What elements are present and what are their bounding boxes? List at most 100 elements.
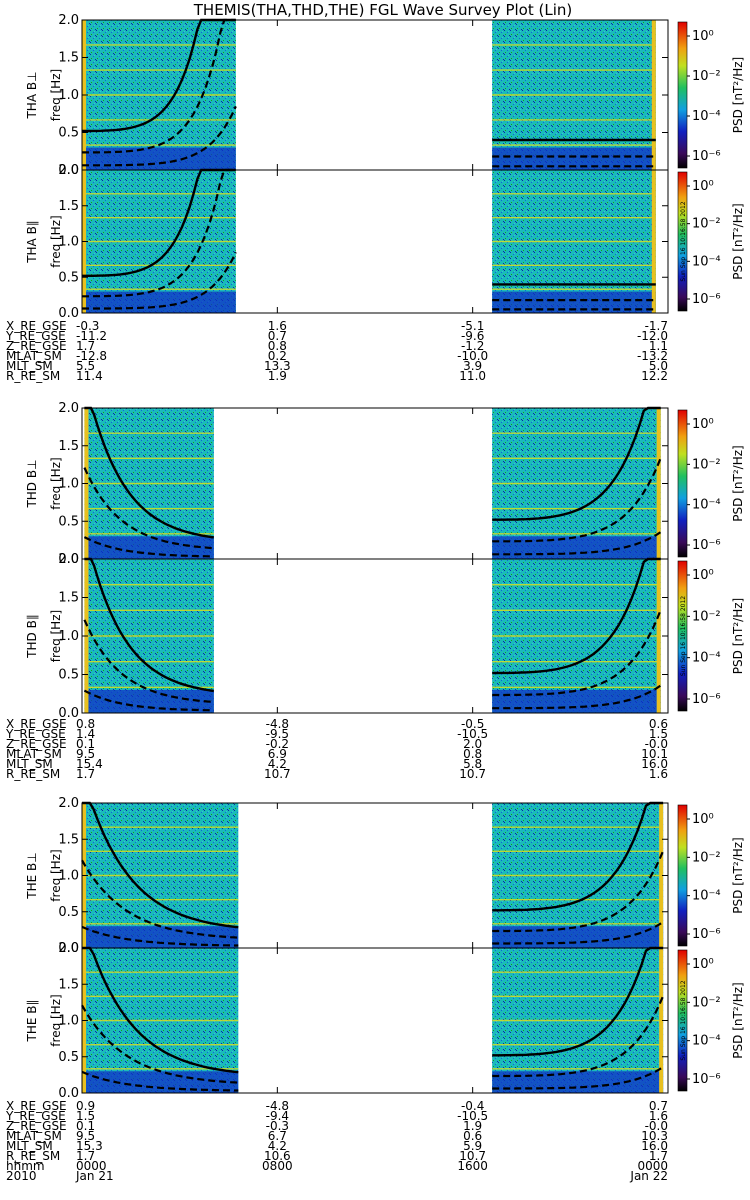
panel-label: THA B⊥ <box>25 71 39 119</box>
ephemeris-value: -0.0 <box>645 1119 668 1133</box>
ephemeris-row-name: Z_RE_GSE <box>6 339 67 353</box>
y-tick-label: 2.0 <box>58 401 79 416</box>
y-tick-label: 2.0 <box>58 13 79 28</box>
ephemeris-value: 6.9 <box>268 747 287 761</box>
y-tick-label: 2.0 <box>58 796 79 811</box>
y-tick-label: 0.0 <box>58 552 79 567</box>
ephemeris-value: 11.0 <box>459 369 486 383</box>
y-axis-label: freq [Hz] <box>49 457 63 509</box>
low-frequency-band <box>84 536 214 559</box>
low-frequency-band <box>82 147 236 170</box>
gyrofrequency-curve <box>492 946 664 1057</box>
ephemeris-row-name: X_RE_GSE <box>6 319 67 333</box>
low-hybrid-curve <box>492 921 664 945</box>
ephemeris-value: -10.5 <box>457 1109 488 1123</box>
panel-4: 2.0 1.5 1.0 0.5 0.0 freq [Hz] THD B∥ 10⁰ 10⁻² 10⁻… <box>25 552 745 721</box>
ephemeris-value: 10.1 <box>641 747 668 761</box>
low-frequency-band <box>492 147 656 170</box>
ephemeris-thd: X_RE_GSE 0.8 -4.8 -0.5 0.6 Y_RE_GSE 1.4 -9.5 -10… <box>5 717 668 781</box>
low-frequency-band <box>82 291 236 313</box>
ephemeris-value: 5.0 <box>649 359 668 373</box>
edge-strip <box>659 803 664 948</box>
ephemeris-value: -1.2 <box>461 339 484 353</box>
ephemeris-value: -0.3 <box>266 1119 289 1133</box>
ephemeris-row-name: R_RE_SM <box>6 1149 60 1163</box>
ephemeris-row-name: 2010 <box>6 1169 37 1183</box>
ephemeris-value: 1.5 <box>76 1109 95 1123</box>
ephemeris-value: 1.9 <box>463 1119 482 1133</box>
half-gyrofrequency-curve <box>82 168 236 298</box>
colorbar-tick-label: 10⁰ <box>692 179 714 194</box>
low-hybrid-curve <box>81 1070 239 1092</box>
colorbar <box>677 560 688 712</box>
low-hybrid-curve <box>492 531 662 556</box>
ephemeris-value: -0.0 <box>645 737 668 751</box>
low-frequency-band <box>82 1071 239 1093</box>
ephemeris-value: 15.3 <box>76 1139 103 1153</box>
ephemeris-row-name: Y_RE_GSE <box>5 727 66 741</box>
low-frequency-band <box>492 291 656 313</box>
spectrogram-panels: 2.0 1.5 1.0 0.5 0.0 freq [Hz] THA B⊥ 10⁰ 10⁻² 10⁻… <box>25 13 745 1101</box>
panel-label: THD B⊥ <box>25 459 39 508</box>
low-hybrid-curve <box>492 684 662 710</box>
low-frequency-band <box>82 926 239 948</box>
y-tick-label: 1.5 <box>58 51 79 66</box>
y-tick-label: 1.0 <box>58 1014 79 1029</box>
colorbar-tick-label: 10⁻⁴ <box>692 1034 721 1049</box>
colorbar-tick-label: 10⁻² <box>692 457 721 472</box>
ephemeris-value: 0.1 <box>76 737 95 751</box>
panel-6: 2.0 1.5 1.0 0.5 0.0 freq [Hz] THE B∥ 10⁰ 10⁻² 10⁻… <box>25 941 745 1101</box>
y-tick-label: 0.0 <box>58 941 79 956</box>
colorbar-label: PSD [nT²/Hz] <box>731 203 745 279</box>
ephemeris-row-name: hhmm <box>6 1159 45 1173</box>
half-gyrofrequency-curve <box>492 850 665 933</box>
half-gyrofrequency-curve <box>492 609 662 697</box>
colorbar-label: PSD [nT²/Hz] <box>731 445 745 521</box>
y-tick-label: 0.0 <box>58 706 79 721</box>
edge-strip <box>651 170 656 313</box>
ephemeris-value: 0.8 <box>268 339 287 353</box>
ephemeris-value: 4.2 <box>268 757 287 771</box>
ephemeris-value: 12.2 <box>641 369 668 383</box>
colorbar-label: PSD [nT²/Hz] <box>731 598 745 674</box>
ephemeris-value: -12.0 <box>637 329 668 343</box>
low-hybrid-curve <box>82 105 237 167</box>
ephemeris-value: 0800 <box>262 1159 293 1173</box>
gyrofrequency-curve <box>84 557 214 693</box>
ephemeris-value: 16.0 <box>641 757 668 771</box>
colorbar-tick-label: 10⁻⁶ <box>692 927 721 942</box>
colorbar <box>677 949 688 1092</box>
colorbar-tick-label: 10⁻⁶ <box>692 538 721 553</box>
panel-5: 2.0 1.5 1.0 0.5 0.0 freq [Hz] THE B⊥ 10⁰ 10⁻² 10⁻… <box>25 796 745 956</box>
y-tick-label: 0.0 <box>58 306 79 321</box>
edge-strip <box>659 948 664 1093</box>
ephemeris-tha: X_RE_GSE -0.3 1.6 -5.1 -1.7 Y_RE_GSE -11.2 0.7 -… <box>5 319 668 383</box>
ephemeris-value: 0.6 <box>649 717 668 731</box>
low-hybrid-curve <box>492 1066 664 1090</box>
ephemeris-value: 10.6 <box>264 1149 291 1163</box>
ephemeris-row-name: Y_RE_GSE <box>5 329 66 343</box>
ephemeris-value: 1600 <box>457 1159 488 1173</box>
ephemeris-the: X_RE_GSE 0.9 -4.8 -0.4 0.7 Y_RE_GSE 1.5 -9.4 -10… <box>5 1099 668 1183</box>
panel-label: THA B∥ <box>25 220 39 264</box>
edge-strip <box>656 559 661 713</box>
ephemeris-value: 0.7 <box>649 1099 668 1113</box>
ephemeris-value: 1.6 <box>649 767 668 781</box>
ephemeris-value: 6.7 <box>268 1129 287 1143</box>
ephemeris-value: -0.4 <box>461 1099 484 1113</box>
ephemeris-value: 0.2 <box>268 349 287 363</box>
low-hybrid-curve <box>83 689 214 712</box>
y-tick-label: 1.0 <box>58 88 79 103</box>
y-tick-label: 1.0 <box>58 477 79 492</box>
colorbar-tick-label: 10⁰ <box>692 812 714 827</box>
ephemeris-row-name: MLT_SM <box>6 1139 53 1153</box>
y-tick-label: 0.5 <box>58 270 79 285</box>
half-gyrofrequency-curve <box>492 457 662 543</box>
y-tick-label: 1.5 <box>58 439 79 454</box>
y-tick-label: 0.5 <box>58 905 79 920</box>
edge-strip <box>656 408 661 559</box>
y-tick-label: 1.0 <box>58 235 79 250</box>
ephemeris-value: 0.7 <box>268 329 287 343</box>
ephemeris-value: 2.0 <box>463 737 482 751</box>
ephemeris-row-name: Z_RE_GSE <box>6 1119 67 1133</box>
